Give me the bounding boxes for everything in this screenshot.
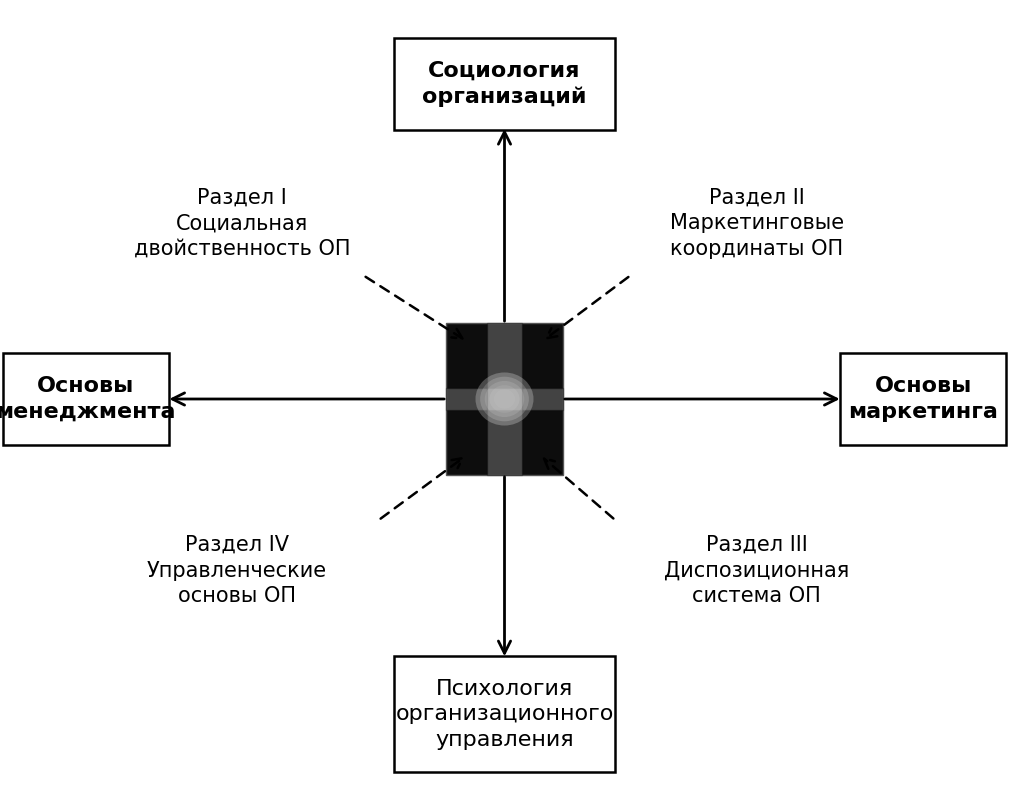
Text: Раздел IV
Управленческие
основы ОП: Раздел IV Управленческие основы ОП xyxy=(147,535,327,606)
Ellipse shape xyxy=(494,389,515,409)
Text: Социология
организаций: Социология организаций xyxy=(422,61,587,107)
Text: Раздел II
Маркетинговые
координаты ОП: Раздел II Маркетинговые координаты ОП xyxy=(670,188,844,259)
Ellipse shape xyxy=(475,373,534,425)
FancyBboxPatch shape xyxy=(3,353,170,445)
Text: Психология
организационного
управления: Психология организационного управления xyxy=(396,678,613,750)
Text: Раздел III
Диспозиционная
система ОП: Раздел III Диспозиционная система ОП xyxy=(664,535,850,606)
FancyBboxPatch shape xyxy=(487,323,522,475)
Ellipse shape xyxy=(480,377,529,421)
FancyBboxPatch shape xyxy=(839,353,1007,445)
FancyBboxPatch shape xyxy=(446,323,563,475)
FancyBboxPatch shape xyxy=(394,38,615,129)
FancyBboxPatch shape xyxy=(394,656,615,772)
Text: Основы
менеджмента: Основы менеджмента xyxy=(0,376,176,422)
FancyBboxPatch shape xyxy=(446,389,563,409)
Ellipse shape xyxy=(489,385,520,413)
Text: Основы
маркетинга: Основы маркетинга xyxy=(849,376,998,422)
Ellipse shape xyxy=(484,381,525,417)
Text: Раздел I
Социальная
двойственность ОП: Раздел I Социальная двойственность ОП xyxy=(134,188,350,259)
